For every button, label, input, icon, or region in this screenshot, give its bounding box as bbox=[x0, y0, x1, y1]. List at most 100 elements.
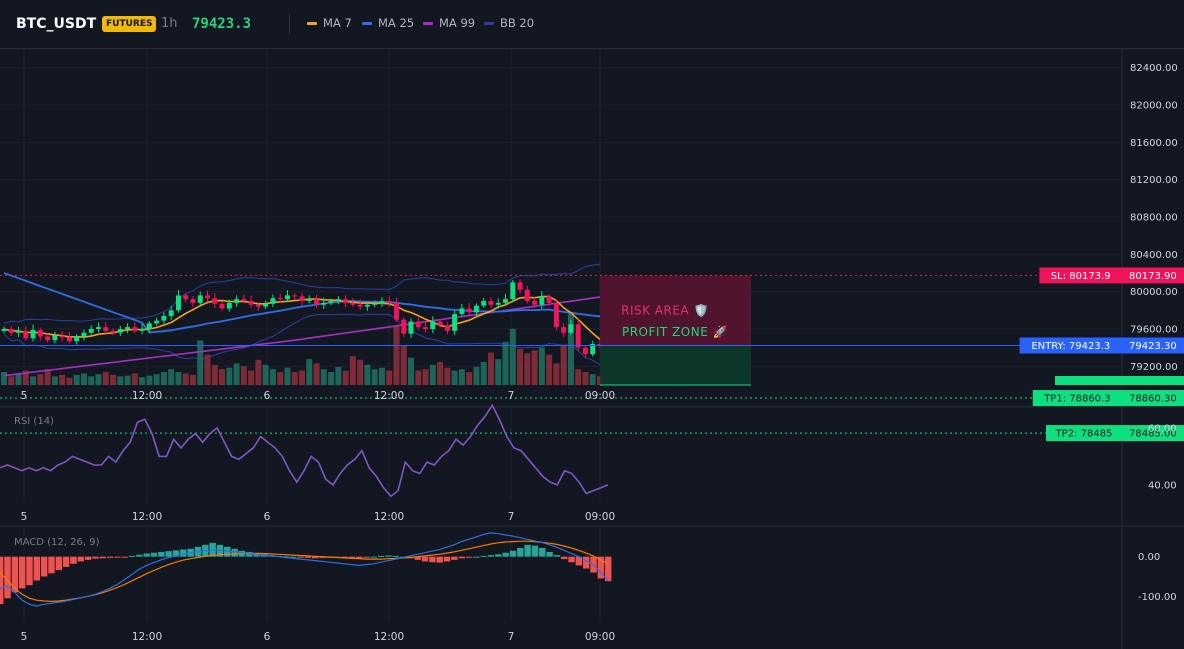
macd-histogram-bar bbox=[84, 556, 92, 560]
macd-histogram-bar bbox=[40, 556, 48, 577]
candle-body bbox=[321, 302, 327, 305]
volume-bar bbox=[400, 345, 407, 385]
entry-tag-label: ENTRY: 79423.3 bbox=[1031, 341, 1110, 352]
candle-body bbox=[30, 329, 36, 339]
macd-histogram-bar bbox=[553, 555, 561, 557]
candle-body bbox=[248, 301, 254, 305]
candle-body bbox=[219, 303, 225, 309]
macd-histogram-bar bbox=[55, 556, 63, 571]
macd-histogram-bar bbox=[311, 556, 319, 559]
bb-lower-line bbox=[3, 313, 601, 366]
price-tick-label: 81200.00 bbox=[1130, 175, 1178, 186]
legend-ma99[interactable]: MA 99 bbox=[423, 16, 475, 30]
candle-body bbox=[401, 319, 407, 334]
rsi-title: RSI (14) bbox=[14, 416, 54, 427]
take-profit-1-tag-label: TP1: 78860.3 bbox=[1043, 394, 1110, 405]
macd-histogram-bar bbox=[18, 556, 26, 589]
candle-body bbox=[473, 305, 479, 313]
volume-bar bbox=[524, 353, 531, 385]
macd-histogram-bar bbox=[121, 556, 128, 558]
candle-body bbox=[532, 301, 538, 305]
take-profit-2-tag[interactable] bbox=[1046, 425, 1122, 442]
macd-histogram-bar bbox=[165, 551, 172, 557]
volume-bar bbox=[364, 364, 371, 385]
legend-swatch bbox=[423, 22, 433, 25]
entry-price-label: 79423.30 bbox=[1129, 341, 1177, 352]
volume-bar bbox=[437, 361, 444, 385]
candle-body bbox=[241, 299, 247, 301]
volume-bar bbox=[575, 369, 582, 385]
profit-zone-label: PROFIT ZONE 🚀 bbox=[622, 325, 728, 339]
macd-histogram-bar bbox=[473, 556, 480, 558]
volume-bar bbox=[349, 356, 356, 385]
volume-bar bbox=[175, 372, 182, 385]
macd-histogram-bar bbox=[436, 556, 443, 563]
candle-body bbox=[132, 327, 138, 331]
legend-ma25[interactable]: MA 25 bbox=[362, 16, 414, 30]
stop-loss-tag[interactable] bbox=[1039, 267, 1122, 284]
volume-bar bbox=[44, 369, 51, 385]
candle-body bbox=[205, 295, 211, 299]
candle-body bbox=[590, 343, 596, 355]
take-profit-1-tag[interactable] bbox=[1032, 390, 1122, 407]
volume-bar bbox=[102, 372, 109, 385]
volume-bar bbox=[480, 361, 487, 385]
macd-histogram-bar bbox=[451, 556, 458, 560]
volume-bar bbox=[408, 357, 415, 385]
macd-histogram-bar bbox=[11, 556, 19, 593]
macd-histogram-bar bbox=[583, 556, 590, 569]
volume-bar bbox=[284, 367, 291, 385]
macd-histogram-bar bbox=[4, 556, 11, 599]
volume-bar bbox=[560, 344, 567, 385]
candle-body bbox=[8, 329, 14, 333]
volume-bar bbox=[313, 363, 320, 385]
candle-body bbox=[52, 335, 58, 341]
candle-body bbox=[437, 321, 443, 326]
macd-histogram-bar bbox=[77, 556, 84, 562]
macd-histogram-bar bbox=[128, 555, 136, 557]
take-profit-2-tag-label: TP2: 78485 bbox=[1055, 429, 1113, 440]
macd-histogram-bar bbox=[304, 556, 312, 558]
candle-body bbox=[466, 308, 472, 313]
volume-bar bbox=[517, 349, 524, 385]
macd-tick-label: -100.00 bbox=[1138, 592, 1177, 603]
macd-histogram-bar bbox=[392, 555, 399, 557]
legend-label: MA 99 bbox=[439, 16, 476, 30]
volume-bar bbox=[255, 359, 262, 385]
macd-histogram-bar bbox=[539, 547, 546, 557]
entry-tag[interactable] bbox=[1019, 337, 1122, 354]
rsi-tick-label: 40.00 bbox=[1148, 480, 1177, 491]
candle-body bbox=[146, 323, 152, 329]
legend-bb20[interactable]: BB 20 bbox=[484, 16, 534, 30]
candle-body bbox=[372, 303, 378, 305]
interval-label[interactable]: 1h bbox=[161, 16, 178, 31]
macd-histogram-bar bbox=[443, 556, 451, 562]
volume-bar bbox=[502, 341, 509, 385]
macd-histogram-bar bbox=[370, 556, 377, 558]
take-profit-1-price-box bbox=[1122, 390, 1184, 407]
candle-body bbox=[183, 295, 189, 300]
candle-body bbox=[517, 282, 523, 290]
price-tick-label: 80400.00 bbox=[1130, 250, 1178, 261]
volume-bar bbox=[415, 370, 422, 385]
volume-bar bbox=[509, 328, 516, 385]
macd-histogram-bar bbox=[33, 556, 41, 581]
time-label: 7 bbox=[508, 511, 515, 523]
candle-body bbox=[23, 330, 29, 339]
volume-bar bbox=[393, 325, 400, 385]
candle-body bbox=[503, 299, 509, 303]
macd-tick-label: 0.00 bbox=[1138, 552, 1160, 563]
legend-ma7[interactable]: MA 7 bbox=[307, 16, 352, 30]
candle-body bbox=[212, 298, 218, 304]
volume-bar bbox=[386, 370, 393, 385]
symbol-label[interactable]: BTC_USDT bbox=[16, 16, 97, 32]
candle-body bbox=[277, 298, 283, 300]
stop-loss-price-box bbox=[1122, 267, 1184, 284]
candle-body bbox=[284, 295, 290, 300]
price-tick-label: 80000.00 bbox=[1130, 287, 1178, 298]
last-price: 79423.3 bbox=[192, 16, 252, 32]
time-label: 09:00 bbox=[585, 511, 615, 523]
time-label: 7 bbox=[508, 631, 515, 643]
candle-body bbox=[335, 299, 341, 301]
